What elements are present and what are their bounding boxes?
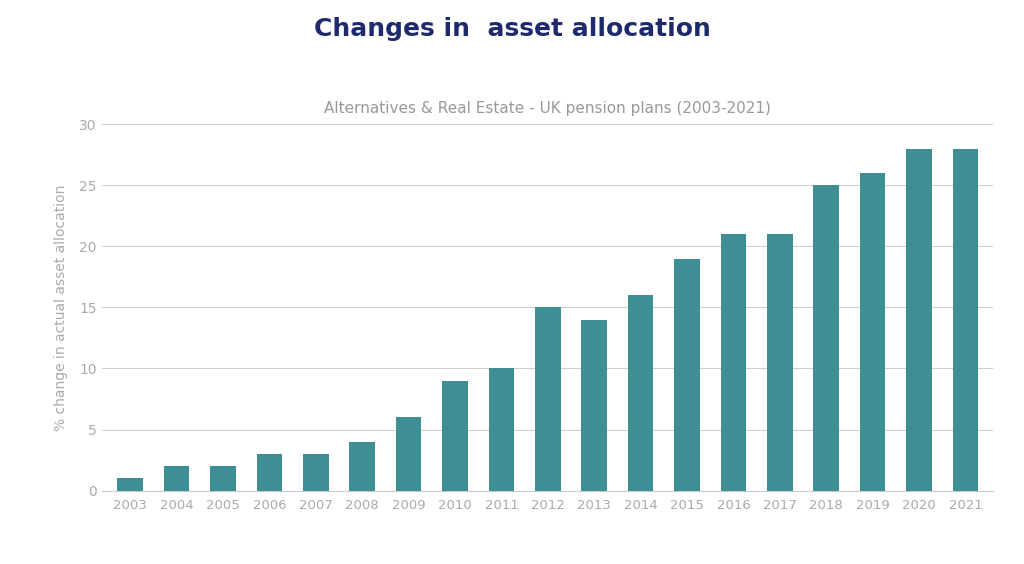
Bar — [396, 417, 422, 491]
Text: Changes in  asset allocation: Changes in asset allocation — [313, 17, 711, 41]
Bar — [118, 478, 143, 491]
Bar — [349, 442, 375, 491]
Bar — [674, 258, 699, 491]
Bar — [488, 368, 514, 491]
Bar — [303, 454, 329, 491]
Bar — [721, 234, 746, 491]
Bar — [767, 234, 793, 491]
Bar — [210, 466, 236, 491]
Bar — [952, 148, 978, 491]
Bar — [257, 454, 283, 491]
Bar — [628, 295, 653, 491]
Bar — [536, 307, 560, 491]
Bar — [582, 320, 607, 491]
Bar — [906, 148, 932, 491]
Bar — [164, 466, 189, 491]
Bar — [442, 381, 468, 491]
Bar — [813, 185, 839, 491]
Bar — [860, 173, 886, 491]
Title: Alternatives & Real Estate - UK pension plans (2003-2021): Alternatives & Real Estate - UK pension … — [325, 101, 771, 116]
Y-axis label: % change in actual asset allocation: % change in actual asset allocation — [54, 184, 69, 430]
